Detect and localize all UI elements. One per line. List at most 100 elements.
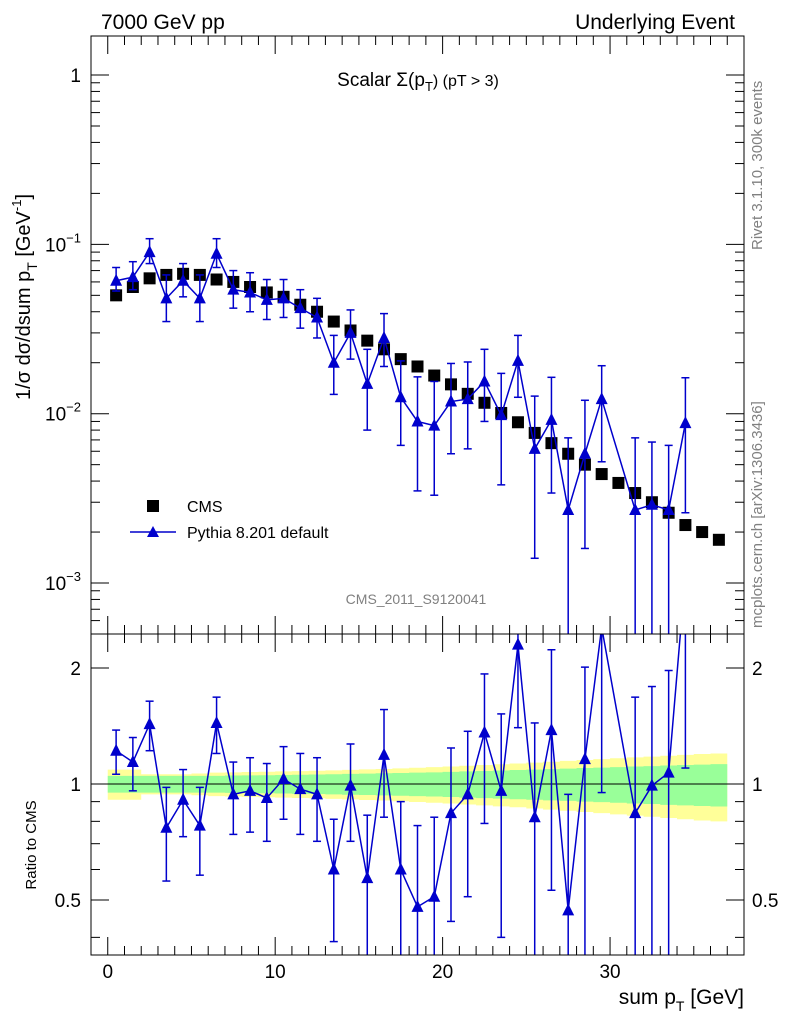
ratio-band	[107, 753, 728, 822]
rivet-label: Rivet 3.1.10, 300k events	[749, 81, 766, 250]
main-frame: 110−110−210−3	[45, 35, 745, 635]
xlabel-part-1: sum p	[619, 986, 676, 1009]
y-axis-label-ratio: Ratio to CMS	[23, 800, 40, 889]
y-axis-label-main: 1/σ dσ/dsum pT [GeV-1]	[9, 194, 40, 400]
mc-marker	[160, 291, 173, 304]
ratio-marker	[662, 765, 675, 778]
ratio-marker	[411, 899, 424, 912]
mc-marker	[478, 374, 491, 387]
mc-marker	[629, 502, 642, 515]
ratio-marker	[344, 778, 357, 791]
mc-marker	[126, 270, 139, 283]
mc-marker	[110, 273, 123, 286]
ratio-marker	[177, 792, 190, 805]
ratio-data-layer	[110, 634, 690, 955]
cms-marker	[612, 476, 625, 489]
main-y-tick-label: 10−3	[45, 569, 81, 595]
ratio-marker	[378, 747, 391, 760]
ratio-y-tick-label-left: 1	[70, 775, 81, 796]
main-y-tick-exp: −1	[66, 230, 81, 245]
ratio-y-tick-label-left: 0.5	[55, 891, 81, 912]
ylabel-part-2: T	[24, 262, 40, 271]
mc-marker	[394, 390, 407, 403]
mc-marker	[495, 408, 508, 421]
ratio-marker	[210, 715, 223, 728]
mc-marker	[562, 502, 575, 515]
cms-marker	[327, 315, 340, 328]
header-right: Underlying Event	[575, 11, 735, 34]
ratio-marker	[311, 787, 324, 800]
ratio-y-tick-label-right: 0.5	[752, 891, 778, 912]
x-tick-label: 10	[265, 962, 286, 983]
mc-line	[115, 250, 687, 511]
ratio-marker	[294, 782, 307, 795]
main-frame-box	[90, 35, 745, 635]
mc-marker	[645, 497, 658, 510]
ratio-series-group	[110, 634, 690, 955]
cms-marker	[595, 468, 608, 481]
mc-marker	[528, 441, 541, 454]
main-y-tick-base: 10	[45, 574, 66, 595]
ratio-marker	[478, 725, 491, 738]
cms-marker	[210, 273, 223, 286]
x-axis-label: sum pT [GeV]	[619, 986, 744, 1014]
legend-marker-mc	[147, 526, 159, 537]
plot-title: Scalar Σ(pT) (pT > 3)	[337, 70, 499, 94]
mc-marker	[378, 330, 391, 343]
mc-marker	[344, 325, 357, 338]
cms-marker	[394, 353, 407, 366]
title-part-2: Σ(p	[396, 70, 425, 91]
mc-marker	[595, 392, 608, 405]
mc-marker	[227, 282, 240, 295]
xlabel-part-3: [GeV]	[684, 986, 744, 1009]
mc-marker	[428, 418, 441, 431]
ratio-marker	[495, 783, 508, 796]
mc-marker	[294, 301, 307, 314]
main-y-tick-label: 1	[70, 66, 81, 87]
ratio-marker	[528, 810, 541, 823]
cms-marker	[361, 334, 374, 347]
mc-marker	[679, 416, 692, 429]
ratio-y-tick-label-right: 2	[752, 659, 763, 680]
mc-marker	[177, 273, 190, 286]
ratio-marker	[511, 637, 524, 650]
ratio-marker	[461, 787, 474, 800]
ratio-marker	[394, 862, 407, 875]
xlabel-part-2: T	[676, 998, 685, 1014]
header-left: 7000 GeV pp	[101, 11, 225, 34]
ratio-y-tick-label-left: 2	[70, 659, 81, 680]
mc-marker	[578, 446, 591, 459]
x-tick-label: 0	[102, 962, 113, 983]
cms-marker	[411, 360, 424, 373]
legend-marker-cms	[147, 500, 159, 512]
mc-marker	[662, 502, 675, 515]
cms-marker	[110, 289, 123, 302]
cms-marker	[679, 519, 692, 532]
ylabel-part-4: -1	[9, 200, 24, 212]
ratio-marker	[327, 862, 340, 875]
watermark: CMS_2011_S9120041	[346, 591, 487, 607]
mc-marker	[193, 291, 206, 304]
legend: CMS Pythia 8.201 default	[130, 499, 329, 542]
mc-marker	[327, 355, 340, 368]
main-data-layer	[110, 237, 725, 634]
mc-marker	[411, 414, 424, 427]
title-part-4: ) (pT > 3)	[433, 73, 499, 90]
mc-marker	[277, 291, 290, 304]
main-y-tick-exp: −3	[66, 569, 81, 584]
mc-marker	[311, 310, 324, 323]
ratio-marker	[629, 806, 642, 819]
ylabel-part-3: [GeV	[13, 210, 35, 262]
ratio-marker	[160, 820, 173, 833]
main-y-tick-base: 10	[45, 235, 66, 256]
x-tick-label: 30	[599, 962, 620, 983]
mc-marker	[444, 394, 457, 407]
ratio-marker	[428, 889, 441, 902]
main-y-tick-base: 10	[45, 405, 66, 426]
ratio-frame: 2 2 1 1 0.5 0.5 0 10 20 30	[55, 633, 778, 983]
mc-marker	[511, 353, 524, 366]
ratio-marker	[578, 752, 591, 765]
legend-label-cms: CMS	[187, 499, 223, 516]
ratio-marker	[126, 755, 139, 768]
